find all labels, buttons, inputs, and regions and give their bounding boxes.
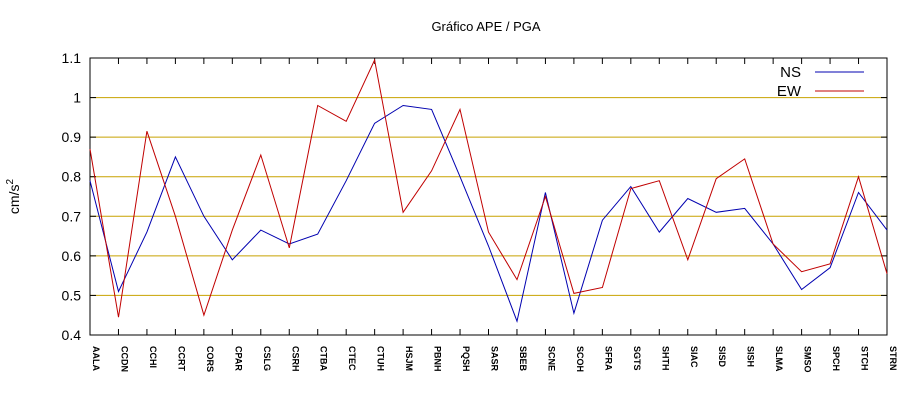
x-tick-label: CTEC xyxy=(347,346,357,371)
x-tick-label: CCHI xyxy=(148,346,158,368)
y-tick-label: 0.5 xyxy=(62,287,82,303)
legend-label-ew: EW xyxy=(777,83,802,100)
legend: NS EW xyxy=(777,64,864,100)
x-tick-label: SBEB xyxy=(518,346,528,372)
x-tick-label: SISH xyxy=(746,346,756,367)
y-tick-label: 0.6 xyxy=(62,248,82,264)
x-tick-label: SCOH xyxy=(575,346,585,372)
x-tick-label: CCDN xyxy=(119,346,129,372)
x-tick-label: SGTS xyxy=(632,346,642,371)
x-tick-label: CORS xyxy=(205,346,215,372)
y-axis-ticks: 0.4 0.5 0.6 0.7 0.8 0.9 1 1.1 xyxy=(62,50,887,343)
x-tick-label: CCRT xyxy=(176,346,186,371)
y-axis-label: cm/s2 xyxy=(5,179,22,215)
series-line-ew xyxy=(89,58,888,318)
x-tick-label: SFRA xyxy=(603,346,613,371)
y-tick-label: 1 xyxy=(73,90,81,106)
x-tick-label: STRN xyxy=(888,346,898,371)
x-tick-label: PBNH xyxy=(433,346,443,372)
x-tick-label: SIAC xyxy=(689,346,699,368)
x-tick-label: SHTH xyxy=(660,346,670,371)
y-tick-label: 0.7 xyxy=(62,208,82,224)
series-line-ns xyxy=(89,104,888,323)
x-tick-label: CSRH xyxy=(290,346,300,372)
y-tick-label: 0.8 xyxy=(62,169,82,185)
x-tick-label: SCNE xyxy=(546,346,556,371)
y-gridlines xyxy=(90,97,887,296)
y-tick-label: 0.9 xyxy=(62,129,82,145)
x-tick-label: CSLG xyxy=(262,346,272,371)
x-tick-label: SLMA xyxy=(774,346,784,372)
x-tick-label: SMSO xyxy=(803,346,813,373)
x-tick-label: HSJM xyxy=(404,346,414,371)
plot-frame xyxy=(89,57,888,336)
x-axis-labels: AALA CCDN CCHI CCRT CORS CPAR CSLG CSRH CTBA CTEC… xyxy=(89,58,898,373)
x-tick-label: STCH xyxy=(860,346,870,371)
x-tick-label: CPAR xyxy=(233,346,243,371)
y-tick-label: 1.1 xyxy=(62,50,82,66)
x-tick-label: SPCH xyxy=(831,346,841,371)
y-tick-label: 0.4 xyxy=(62,327,82,343)
x-tick-label: SISD xyxy=(717,346,727,368)
x-tick-label: SASR xyxy=(490,346,500,372)
series-lines xyxy=(89,58,888,323)
x-tick-label: CTUH xyxy=(376,346,386,371)
chart-title: Gráfico APE / PGA xyxy=(431,19,540,34)
legend-label-ns: NS xyxy=(780,64,801,81)
y-axis-label-exponent: 2 xyxy=(5,179,16,185)
x-tick-label: PQSH xyxy=(461,346,471,372)
x-tick-label: CTBA xyxy=(319,346,329,371)
y-axis-label-base: cm/s xyxy=(6,185,22,215)
x-tick-label: AALA xyxy=(91,346,101,371)
